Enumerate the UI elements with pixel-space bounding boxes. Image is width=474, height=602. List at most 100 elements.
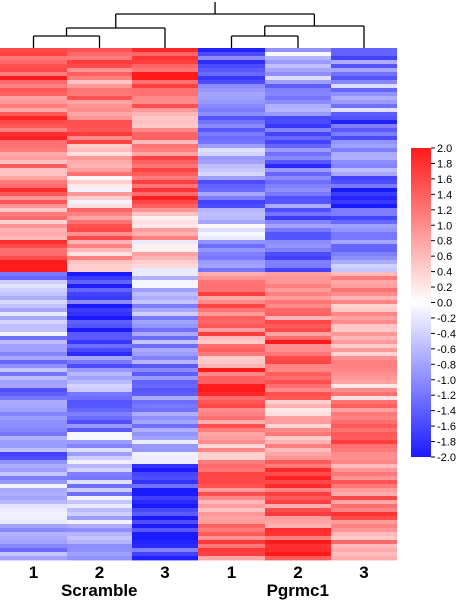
heatmap-cell — [132, 108, 198, 113]
heatmap-cell — [132, 504, 198, 509]
heatmap-cell — [331, 404, 397, 409]
heatmap-cell — [198, 464, 265, 469]
heatmap-cell — [265, 264, 331, 269]
colorbar-tick-label: -0.6 — [437, 344, 456, 356]
heatmap-cell — [331, 216, 397, 221]
heatmap-cell — [67, 552, 132, 557]
heatmap-cell — [0, 256, 67, 261]
heatmap-cell — [132, 372, 198, 377]
heatmap-cell — [198, 104, 265, 109]
heatmap-cell — [0, 56, 67, 61]
heatmap-cell — [198, 384, 265, 389]
heatmap-cell — [265, 112, 331, 117]
heatmap-cell — [331, 144, 397, 149]
colorbar-tick-label: -1.8 — [437, 437, 456, 449]
heatmap-cell — [67, 548, 132, 553]
heatmap-cell — [67, 420, 132, 425]
heatmap-cell — [67, 504, 132, 509]
heatmap-cell — [265, 340, 331, 345]
heatmap-cell — [198, 88, 265, 93]
heatmap-cell — [0, 120, 67, 125]
heatmap-cell — [265, 496, 331, 501]
heatmap-cell — [198, 516, 265, 521]
heatmap-cell — [331, 492, 397, 497]
heatmap-cell — [67, 356, 132, 361]
heatmap-cell — [67, 444, 132, 449]
heatmap-cell — [331, 240, 397, 245]
heatmap-cell — [265, 188, 331, 193]
heatmap-cell — [198, 496, 265, 501]
heatmap-cell — [331, 140, 397, 145]
heatmap-cell — [265, 284, 331, 289]
heatmap-cell — [198, 400, 265, 405]
heatmap-cell — [0, 316, 67, 321]
heatmap-cell — [331, 120, 397, 125]
heatmap-cell — [132, 128, 198, 133]
heatmap-cell — [265, 408, 331, 413]
heatmap-cell — [0, 368, 67, 373]
heatmap-cell — [331, 212, 397, 217]
heatmap-cell — [331, 456, 397, 461]
colorbar-tick-label: 1.6 — [437, 174, 452, 186]
heatmap-cell — [198, 184, 265, 189]
heatmap-cell — [67, 252, 132, 257]
heatmap-cell — [331, 248, 397, 253]
heatmap-cell — [132, 392, 198, 397]
heatmap-cell — [67, 416, 132, 421]
heatmap-cell — [67, 284, 132, 289]
heatmap-cell — [0, 76, 67, 81]
heatmap-cell — [67, 364, 132, 369]
heatmap-cell — [132, 300, 198, 305]
heatmap-cell — [198, 300, 265, 305]
heatmap-cell — [265, 436, 331, 441]
heatmap-cell — [331, 136, 397, 141]
heatmap-cell — [132, 252, 198, 257]
heatmap-cell — [132, 308, 198, 313]
heatmap-cell — [331, 508, 397, 513]
heatmap-cell — [0, 128, 67, 133]
heatmap-cell — [67, 452, 132, 457]
heatmap-cell — [67, 472, 132, 477]
heatmap-cell — [132, 544, 198, 549]
colorbar-tick-label: 1.2 — [437, 205, 452, 217]
heatmap-cell — [0, 528, 67, 533]
heatmap-cell — [331, 172, 397, 177]
heatmap-cell — [132, 324, 198, 329]
heatmap-cell — [198, 308, 265, 313]
heatmap-cell — [132, 168, 198, 173]
heatmap-cell — [0, 540, 67, 545]
heatmap-cell — [0, 68, 67, 73]
heatmap-cell — [0, 148, 67, 153]
heatmap-cell — [265, 240, 331, 245]
heatmap-cell — [198, 220, 265, 225]
heatmap-cell — [198, 124, 265, 129]
heatmap-cell — [265, 52, 331, 57]
heatmap-cell — [331, 236, 397, 241]
heatmap-cell — [331, 476, 397, 481]
heatmap-cell — [67, 348, 132, 353]
heatmap-cell — [0, 172, 67, 177]
heatmap-cell — [132, 376, 198, 381]
heatmap-cell — [67, 344, 132, 349]
heatmap-cell — [331, 116, 397, 121]
heatmap-cell — [198, 304, 265, 309]
heatmap-cell — [67, 492, 132, 497]
heatmap-cell — [198, 320, 265, 325]
heatmap-cell — [198, 388, 265, 393]
heatmap-cell — [331, 316, 397, 321]
heatmap-cell — [331, 64, 397, 69]
heatmap-cell — [331, 260, 397, 265]
heatmap-cell — [0, 196, 67, 201]
heatmap-cell — [132, 428, 198, 433]
heatmap-cell — [198, 140, 265, 145]
heatmap-cell — [0, 460, 67, 465]
heatmap-cell — [0, 184, 67, 189]
heatmap-cell — [265, 488, 331, 493]
heatmap-cell — [67, 180, 132, 185]
heatmap-cell — [331, 464, 397, 469]
heatmap-cell — [265, 184, 331, 189]
heatmap-cell — [331, 388, 397, 393]
heatmap-cell — [67, 484, 132, 489]
heatmap-cell — [265, 148, 331, 153]
heatmap-cell — [67, 68, 132, 73]
